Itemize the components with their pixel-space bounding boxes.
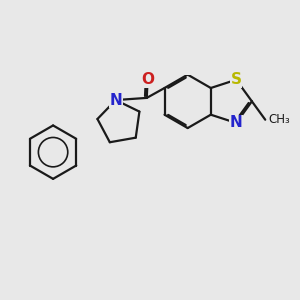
Text: N: N bbox=[110, 93, 122, 108]
Text: N: N bbox=[230, 116, 243, 130]
Text: CH₃: CH₃ bbox=[269, 113, 290, 126]
Text: S: S bbox=[231, 72, 242, 87]
Text: O: O bbox=[141, 72, 154, 87]
